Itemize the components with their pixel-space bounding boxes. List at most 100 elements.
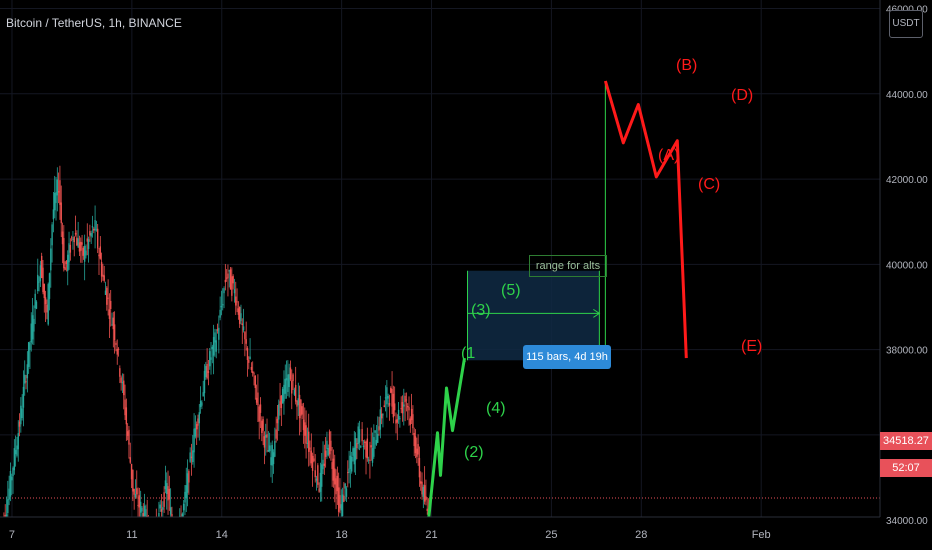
candle-body — [40, 255, 43, 279]
candle-body — [46, 304, 48, 313]
candle-body — [7, 499, 9, 514]
candle-body — [426, 508, 428, 511]
candle-body — [412, 414, 414, 429]
candle-body — [251, 371, 254, 374]
candle-body — [263, 436, 266, 448]
candle-body — [78, 242, 81, 252]
candle-body — [13, 448, 16, 471]
candle-body — [100, 261, 103, 277]
candle-body — [119, 368, 121, 377]
candle-body — [330, 440, 332, 451]
candle-body — [326, 440, 328, 450]
y-tick-label: 42000.00 — [886, 175, 928, 186]
unit-badge[interactable]: USDT — [889, 10, 923, 38]
candle-body — [390, 387, 392, 393]
candle-body — [63, 238, 65, 269]
x-tick-label: 14 — [216, 529, 228, 541]
candle-body — [83, 245, 86, 262]
candle-body — [392, 393, 395, 418]
candle-body — [279, 401, 281, 405]
candle-body — [417, 444, 419, 455]
candle-body — [388, 403, 391, 406]
candle-body — [68, 243, 70, 263]
candle-body — [223, 288, 225, 294]
candle-body — [259, 404, 262, 413]
candle-body — [128, 429, 130, 445]
candle-body — [379, 409, 382, 430]
candle-body — [138, 495, 141, 508]
candle-body — [416, 448, 418, 457]
candle-body — [274, 441, 276, 457]
candle-body — [121, 382, 124, 384]
candle-body — [219, 309, 221, 318]
candle-body — [69, 244, 72, 253]
candle-body — [296, 400, 298, 407]
candle-body — [399, 418, 401, 420]
measure-label: 115 bars, 4d 19h — [523, 345, 611, 369]
candle-body — [201, 402, 203, 406]
candle-body — [384, 397, 387, 399]
candle-body — [335, 478, 337, 495]
time-axis[interactable]: 7 11 14 18 21 25 28 Feb — [0, 516, 880, 550]
candle-body — [397, 409, 400, 420]
candle-body — [248, 360, 250, 363]
candle-body — [235, 296, 237, 306]
x-tick-label: 25 — [545, 529, 557, 541]
wave-label-c: (C) — [698, 176, 721, 193]
candle-body — [184, 491, 186, 503]
chart-grid — [0, 0, 880, 521]
elliott-wave-drawings[interactable] — [427, 80, 688, 521]
y-tick-label: 40000.00 — [886, 260, 928, 271]
candle-body — [123, 380, 125, 396]
candle-body — [356, 443, 358, 449]
candle-body — [193, 428, 195, 453]
candle-body — [209, 351, 211, 367]
candle-body — [98, 254, 100, 257]
candle-body — [185, 485, 187, 499]
candle-body — [319, 472, 322, 492]
candle-body — [366, 438, 369, 459]
candle-body — [349, 455, 352, 469]
candle-body — [126, 431, 129, 436]
candle-body — [143, 505, 146, 524]
candle-body — [378, 426, 380, 431]
candle-body — [405, 399, 408, 401]
candle-body — [255, 397, 258, 403]
candle-body — [42, 267, 44, 293]
candle-body — [352, 448, 354, 456]
candle-body — [14, 450, 17, 455]
candle-body — [129, 457, 131, 463]
candle-body — [374, 430, 376, 433]
candle-body — [113, 324, 116, 341]
wave-label-5: (5) — [501, 282, 521, 299]
candle-body — [420, 481, 422, 484]
candle-body — [386, 387, 388, 405]
candle-body — [91, 226, 94, 228]
candle-body — [322, 459, 324, 470]
candle-body — [56, 179, 59, 196]
price-axis[interactable]: 46000.0044000.0042000.0040000.0038000.00… — [879, 0, 932, 550]
candle-body — [8, 488, 10, 500]
candle-body — [112, 317, 115, 330]
candle-body — [212, 337, 215, 356]
candle-body — [35, 301, 38, 309]
candle-body — [76, 237, 78, 246]
candle-body — [194, 428, 197, 437]
candle-body — [106, 287, 108, 305]
candle-body — [54, 192, 56, 211]
candle-body — [367, 459, 370, 461]
candle-body — [297, 398, 299, 406]
candle-body — [198, 412, 200, 424]
candle-body — [317, 465, 319, 485]
candle-body — [26, 364, 29, 379]
candle-body — [306, 442, 309, 444]
candle-body — [280, 395, 283, 409]
candle-body — [360, 445, 362, 448]
candle-body — [262, 419, 264, 431]
wave-label-d: (D) — [731, 87, 754, 104]
candle-body — [288, 374, 290, 388]
candle-body — [99, 246, 101, 259]
candle-body — [169, 507, 172, 515]
candle-body — [331, 462, 333, 469]
